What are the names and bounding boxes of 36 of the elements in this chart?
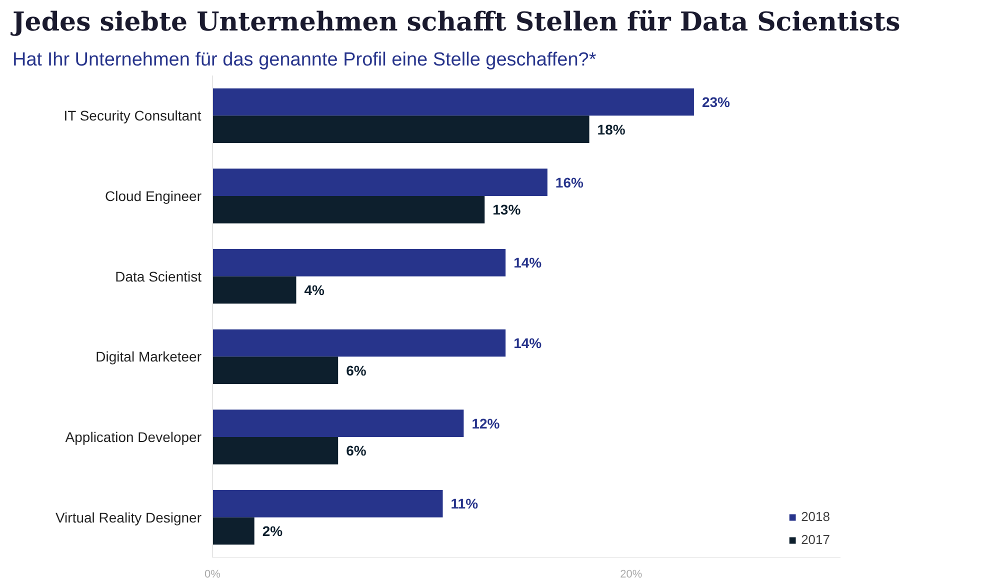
y-tick-label: Virtual Reality Designer bbox=[55, 509, 202, 526]
bar bbox=[212, 490, 443, 518]
data-label: 12% bbox=[472, 415, 500, 432]
data-label: 16% bbox=[555, 174, 584, 190]
legend-label: 2018 bbox=[801, 509, 830, 524]
data-label: 18% bbox=[597, 121, 626, 138]
bar bbox=[212, 88, 694, 116]
data-label: 14% bbox=[514, 254, 542, 271]
data-label: 13% bbox=[492, 202, 522, 218]
bar bbox=[212, 249, 506, 276]
bar bbox=[212, 329, 506, 357]
bar bbox=[212, 437, 338, 464]
y-tick-label: Application Developer bbox=[65, 429, 202, 445]
y-tick-label: Data Scientist bbox=[115, 268, 202, 284]
data-label: 6% bbox=[346, 362, 367, 378]
data-label: 11% bbox=[450, 496, 479, 512]
chart-subtitle: Hat Ihr Unternehmen für das genannte Profil eine Stelle geschaffen?* bbox=[12, 50, 597, 70]
bar bbox=[212, 517, 254, 545]
y-tick-label: Cloud Engineer bbox=[104, 188, 202, 204]
legend-label: 2017 bbox=[801, 532, 830, 547]
x-tick-label: 20% bbox=[620, 568, 642, 580]
data-label: 2% bbox=[262, 522, 284, 539]
bar bbox=[212, 276, 296, 304]
bar bbox=[212, 196, 485, 224]
data-label: 14% bbox=[514, 335, 542, 352]
y-tick-label: Digital Marketeer bbox=[96, 348, 202, 365]
data-label: 6% bbox=[346, 442, 367, 459]
bar bbox=[212, 116, 590, 143]
data-label: 4% bbox=[304, 282, 326, 298]
data-label: 23% bbox=[702, 94, 731, 110]
x-tick-label: 0% bbox=[204, 568, 221, 580]
bar bbox=[212, 410, 464, 437]
bar bbox=[212, 356, 338, 384]
bar bbox=[212, 168, 548, 196]
y-tick-label: IT Security Consultant bbox=[64, 108, 202, 124]
chart-title: Jedes siebte Unternehmen schafft Stellen für Data Scientists bbox=[10, 8, 900, 38]
